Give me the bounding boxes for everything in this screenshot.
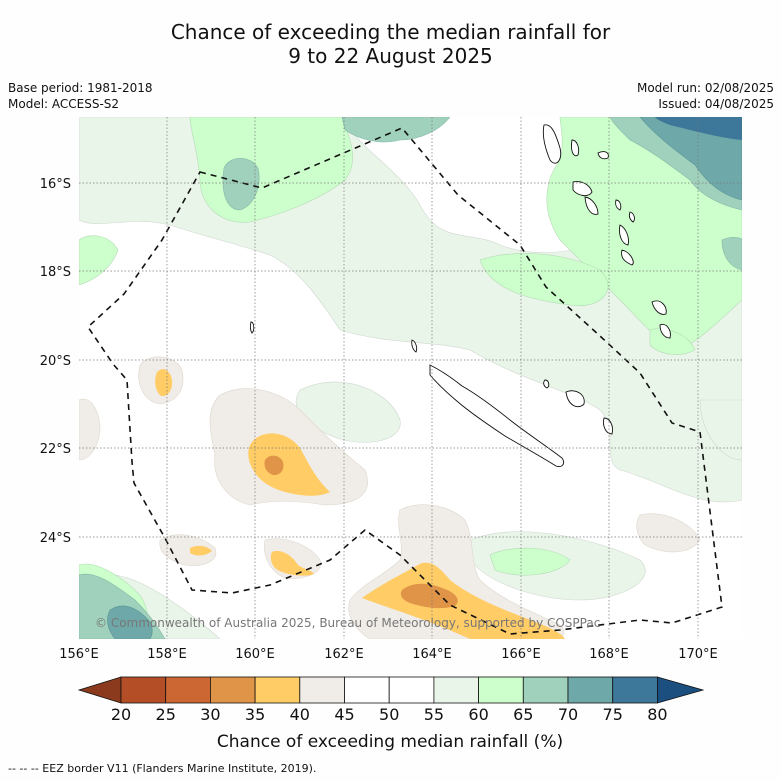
colorbar-tick-60: 60 <box>468 705 488 724</box>
lat-label-20s: 20°S <box>40 354 71 369</box>
lon-label-166e: 166°E <box>501 647 541 662</box>
colorbar-segment-30-35 <box>209 676 256 704</box>
lon-label-162e: 162°E <box>324 647 364 662</box>
shade-75-80 <box>655 117 742 140</box>
title-line-2: 9 to 22 August 2025 <box>288 44 493 68</box>
colorbar-tick-50: 50 <box>379 705 399 724</box>
colorbar-tick-25: 25 <box>156 705 176 724</box>
model-name: Model: ACCESS-S2 <box>8 97 120 111</box>
colorbar-tick-70: 70 <box>558 705 578 724</box>
colorbar-segment-75-80 <box>612 676 658 704</box>
lat-label-22s: 22°S <box>40 442 71 457</box>
colorbar-tick-35: 35 <box>245 705 265 724</box>
issued-date: Issued: 04/08/2025 <box>658 97 774 111</box>
title-line-1: Chance of exceeding the median rainfall … <box>170 20 611 44</box>
lon-label-164e: 164°E <box>412 647 452 662</box>
gridlines <box>79 117 742 639</box>
colorbar-segment-40-45 <box>299 676 345 704</box>
lat-label-24s: 24°S <box>40 531 71 546</box>
colorbar-tick-45: 45 <box>334 705 354 724</box>
lon-label-160e: 160°E <box>235 647 275 662</box>
lat-label-16s: 16°S <box>40 177 71 192</box>
colorbar-segment-35-40 <box>254 676 301 704</box>
colorbar-tick-75: 75 <box>603 705 623 724</box>
shade-35-40 <box>155 369 565 639</box>
colorbar-segment-70-75 <box>567 676 614 704</box>
colorbar-tick-65: 65 <box>513 705 533 724</box>
lat-label-18s: 18°S <box>40 265 71 280</box>
colorbar-tick-80: 80 <box>647 705 667 724</box>
map-area: © Commonwealth of Australia 2025, Bureau… <box>79 117 742 639</box>
colorbar-label: Chance of exceeding median rainfall (%) <box>217 732 563 752</box>
lon-label-158e: 158°E <box>147 647 187 662</box>
colorbar-segment-60-65 <box>478 676 524 704</box>
lon-label-156e: 156°E <box>59 647 99 662</box>
colorbar-extension-low <box>77 676 122 704</box>
colorbar-tick-40: 40 <box>290 705 310 724</box>
copyright-text: © Commonwealth of Australia 2025, Bureau… <box>95 616 600 630</box>
shade-30-35 <box>264 455 458 609</box>
colorbar-tick-55: 55 <box>424 705 444 724</box>
islands <box>249 124 671 467</box>
lon-label-170e: 170°E <box>678 647 718 662</box>
model-run: Model run: 02/08/2025 <box>636 81 774 95</box>
eez-footnote: -- -- -- EEZ border V11 (Flanders Marine… <box>8 762 317 775</box>
colorbar-tick-20: 20 <box>111 705 131 724</box>
colorbar: 20 25 30 35 40 45 50 55 60 65 70 75 80 <box>77 676 705 724</box>
colorbar-segment-20-25 <box>120 676 167 704</box>
colorbar-segment-25-30 <box>165 676 211 704</box>
eez-border <box>86 127 723 635</box>
colorbar-segment-50-55 <box>388 676 435 704</box>
lon-label-168e: 168°E <box>589 647 629 662</box>
colorbar-segment-65-70 <box>522 676 569 704</box>
shade-70-75 <box>107 117 742 639</box>
colorbar-segment-55-60 <box>433 676 479 704</box>
colorbar-extension-high <box>657 676 705 704</box>
colorbar-segment-45-50 <box>344 676 390 704</box>
base-period: Base period: 1981-2018 <box>8 81 153 95</box>
colorbar-tick-30: 30 <box>200 705 220 724</box>
